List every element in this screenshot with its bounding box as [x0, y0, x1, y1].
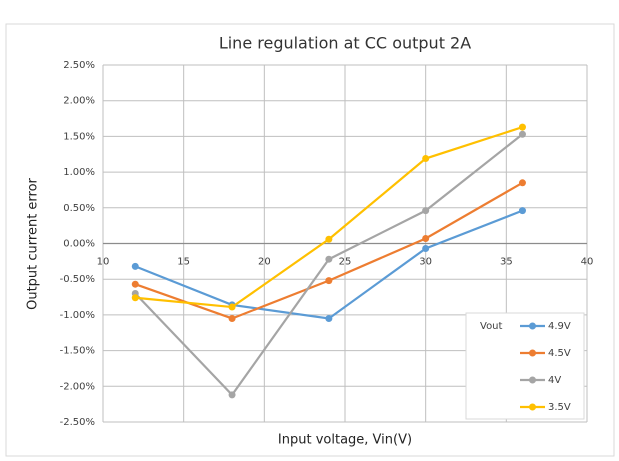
point — [325, 235, 333, 243]
y-tick-label: 2.00% — [63, 96, 95, 107]
point — [422, 235, 430, 243]
legend-label: 4V — [548, 375, 561, 386]
y-tick-label: 1.50% — [63, 131, 95, 142]
point — [518, 207, 526, 215]
point — [325, 314, 333, 322]
point — [518, 130, 526, 138]
y-tick-label: 0.50% — [63, 203, 95, 214]
y-tick-label: 0.00% — [63, 239, 95, 250]
legend-label: 4.5V — [548, 348, 571, 359]
legend-title: Vout — [480, 321, 503, 332]
legend-marker — [529, 349, 536, 357]
point — [422, 155, 430, 163]
legend-marker — [529, 376, 536, 384]
legend-box — [465, 312, 585, 420]
y-tick-label: 2.50% — [63, 60, 95, 71]
point — [131, 280, 139, 288]
y-tick-label: -0.50% — [60, 274, 95, 285]
point — [228, 314, 236, 322]
x-axis-label: Input voltage, Vin(V) — [278, 433, 412, 448]
point — [325, 277, 333, 285]
chart-title: Line regulation at CC output 2A — [219, 34, 471, 53]
y-tick-label: 1.00% — [63, 167, 95, 178]
y-tick-label: -1.00% — [60, 310, 95, 321]
x-tick-label: 40 — [581, 257, 594, 268]
x-tick-label: 30 — [419, 257, 432, 268]
point — [518, 179, 526, 187]
point — [228, 303, 236, 311]
y-tick-label: -2.00% — [60, 381, 95, 392]
point — [422, 207, 430, 215]
y-axis-label: Output current error — [26, 177, 41, 309]
x-tick-label: 15 — [177, 257, 190, 268]
point — [131, 294, 139, 302]
point — [131, 262, 139, 270]
x-tick-label: 20 — [258, 257, 271, 268]
legend-marker — [529, 322, 536, 330]
x-tick-label: 25 — [339, 257, 352, 268]
point — [228, 391, 236, 399]
x-tick-label: 10 — [97, 257, 110, 268]
point — [325, 255, 333, 263]
point — [518, 123, 526, 131]
legend-label: 3.5V — [548, 402, 571, 413]
y-tick-label: -2.50% — [60, 417, 95, 428]
legend-marker — [529, 403, 536, 411]
point — [422, 244, 430, 252]
legend-label: 4.9V — [548, 321, 571, 332]
x-tick-label: 35 — [500, 257, 513, 268]
y-tick-label: -1.50% — [60, 346, 95, 357]
